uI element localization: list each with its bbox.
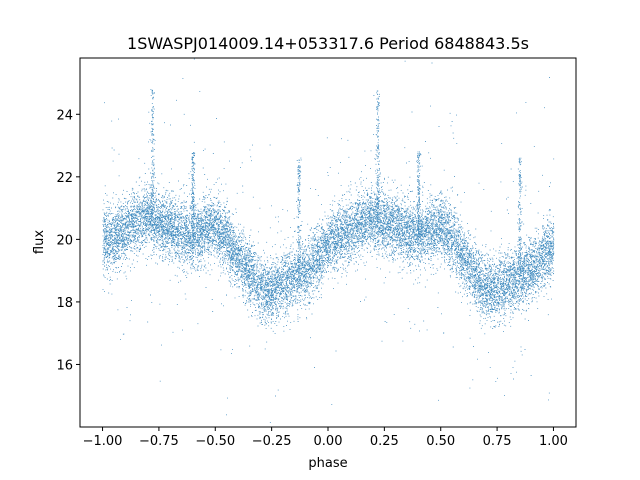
- x-tick-label: 0.50: [426, 434, 455, 449]
- data-points: [102, 58, 555, 423]
- x-tick-label: −0.75: [139, 434, 179, 449]
- x-axis-label: phase: [308, 456, 347, 471]
- scatter-points: [102, 58, 555, 423]
- x-tick-label: 0.75: [483, 434, 512, 449]
- x-tick-label: −0.50: [195, 434, 235, 449]
- y-tick-label: 16: [56, 358, 73, 373]
- y-axis-label: flux: [32, 230, 47, 254]
- x-tick-label: 0.25: [370, 434, 399, 449]
- x-tick-label: 0.00: [314, 434, 343, 449]
- x-tick-label: 1.00: [539, 434, 568, 449]
- y-tick-label: 20: [56, 233, 73, 248]
- y-tick-label: 22: [56, 171, 73, 186]
- chart-title: 1SWASPJ014009.14+053317.6 Period 6848843…: [127, 34, 529, 53]
- x-axis-ticks: −1.00 −0.75 −0.50 −0.25 0.00 0.25 0.50 0.75 1.00: [83, 427, 568, 449]
- x-tick-label: −1.00: [83, 434, 123, 449]
- y-tick-label: 24: [56, 108, 73, 123]
- y-tick-label: 18: [56, 296, 73, 311]
- x-tick-label: −0.25: [252, 434, 292, 449]
- y-axis-ticks: 16 18 20 22 24: [56, 108, 80, 373]
